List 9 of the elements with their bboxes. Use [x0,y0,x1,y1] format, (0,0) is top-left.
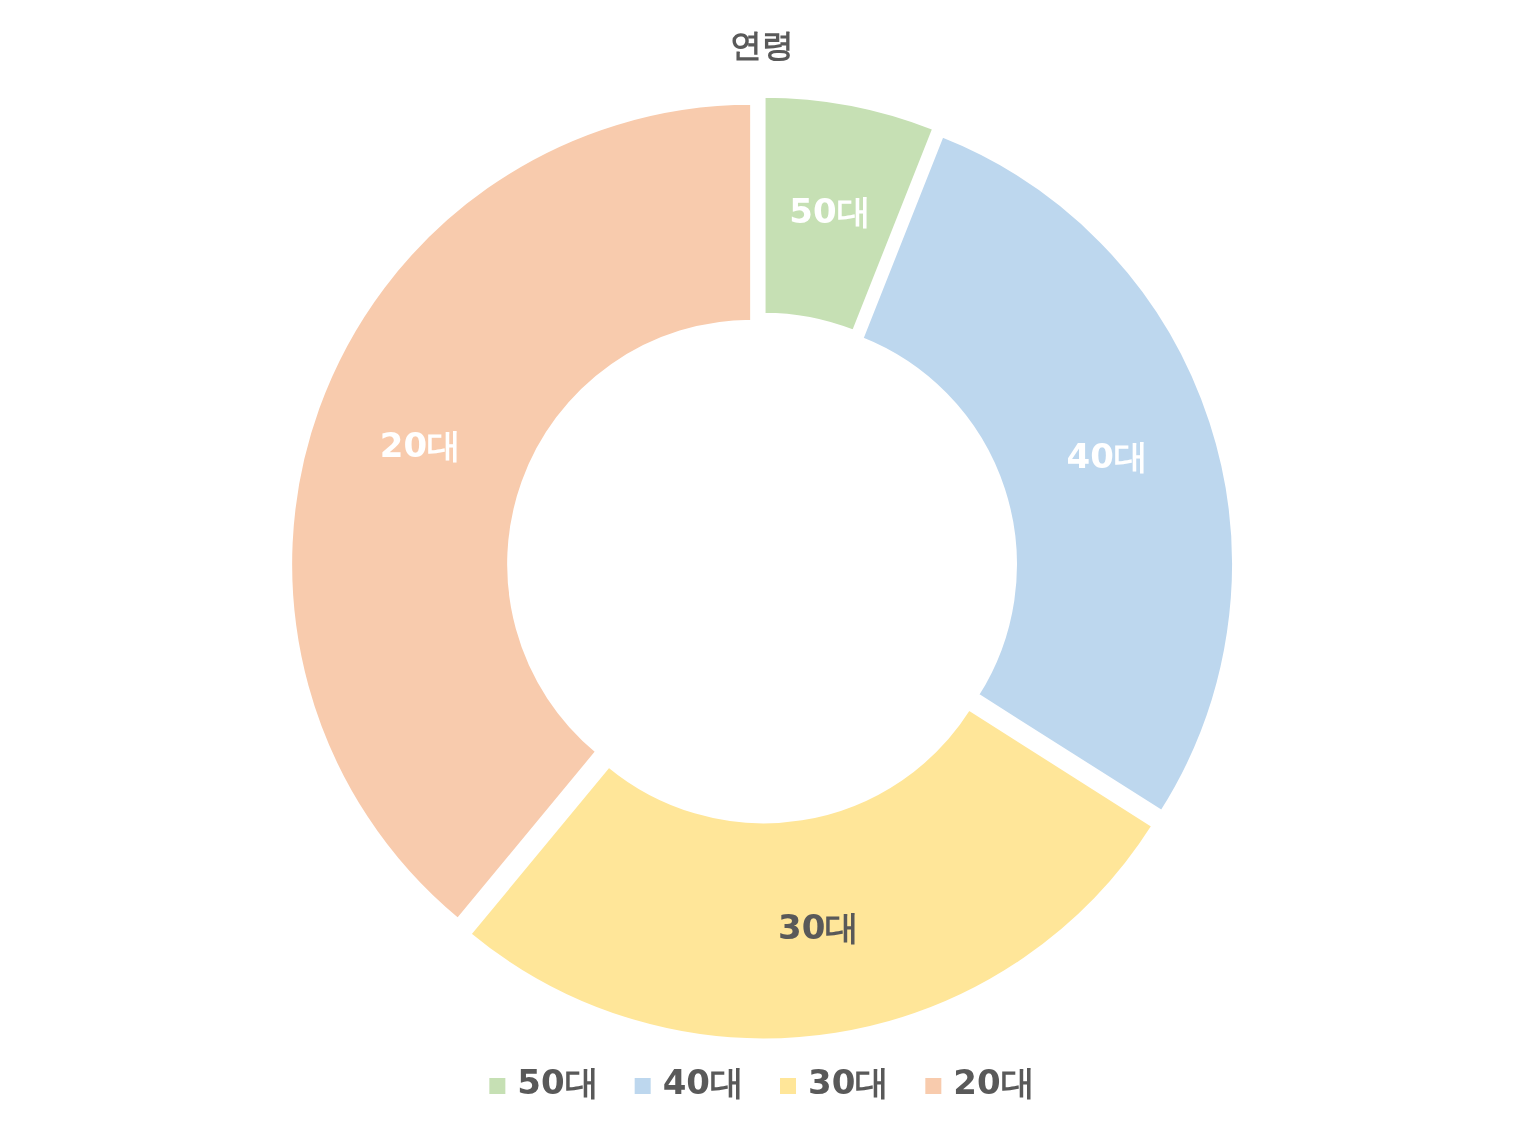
chart-title: 연령 [730,26,794,64]
legend-label: 50대 [517,1062,599,1102]
slice-label: 50대 [789,191,871,232]
legend-label: 40대 [662,1062,744,1102]
legend-label: 30대 [808,1062,890,1102]
legend-label: 20대 [953,1062,1035,1102]
slice-label: 40대 [1066,435,1148,476]
slice-label: 20대 [379,425,462,466]
slice-label: 30대 [778,906,860,947]
